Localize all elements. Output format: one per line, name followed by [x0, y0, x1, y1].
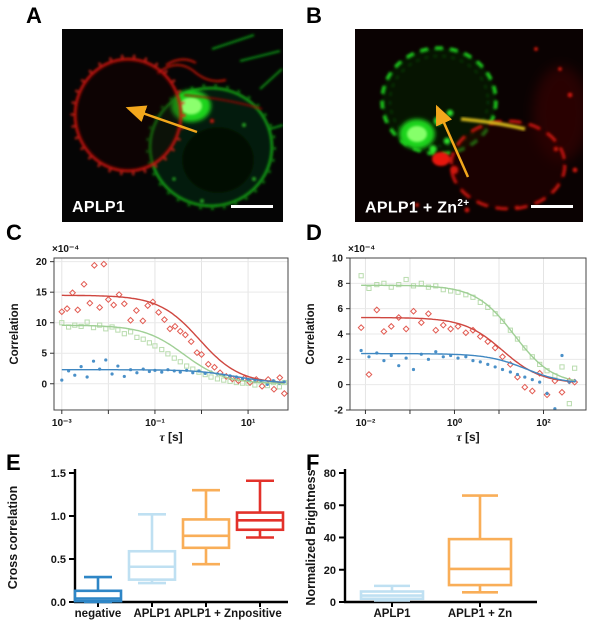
svg-text:20: 20	[324, 565, 336, 577]
green-autocorrelation-fit	[61, 324, 285, 384]
micrograph-aplp1-zn-art	[355, 29, 583, 222]
box-aplp1-+-zn	[447, 494, 513, 594]
panel-label-c: C	[6, 220, 22, 245]
green-autocorrelation-fit	[361, 284, 575, 382]
svg-text:1.5: 1.5	[51, 468, 66, 480]
svg-text:-2: -2	[334, 406, 343, 417]
svg-text:60: 60	[324, 500, 336, 512]
red-autocorrelation-fit	[61, 294, 285, 384]
svg-text:8: 8	[337, 279, 343, 290]
box-positive	[235, 479, 285, 539]
micrograph-aplp1-art	[62, 29, 283, 222]
svg-text:positive: positive	[238, 608, 281, 620]
svg-text:20: 20	[36, 257, 48, 268]
axes: 10⁻² 10⁰ 10² -2 0 2 4 6 8 10 ×10⁻⁴ τ [s] Correlation	[305, 244, 587, 444]
series-fits	[361, 284, 575, 383]
svg-text:10: 10	[36, 318, 48, 329]
micrograph-a-caption: APLP1	[72, 199, 126, 216]
svg-text:APLP1: APLP1	[133, 608, 171, 620]
scale-bar	[531, 205, 573, 208]
micrograph-b-caption: APLP1 + Zn2+	[365, 197, 470, 216]
arrow-icon	[435, 104, 470, 178]
box-plot-cross-correlation: 0.0 0.5 1.0 1.5 negative APLP1 APLP1 + Zn posit…	[6, 468, 288, 620]
micrograph-aplp1: APLP1	[62, 29, 283, 222]
box-negative	[73, 575, 123, 604]
grid	[54, 258, 288, 410]
axes: 0.0 0.5 1.0 1.5 negative APLP1 APLP1 + Zn posit…	[6, 468, 288, 620]
micrograph-aplp1-zn: APLP1 + Zn2+	[355, 29, 583, 222]
arrow-icon	[125, 105, 198, 134]
scale-bar	[231, 205, 273, 208]
panel-label-f: F	[306, 450, 320, 475]
series-fits	[61, 294, 285, 384]
red-autocorrelation	[58, 260, 288, 398]
yellow-junction	[460, 117, 526, 131]
svg-text:τ [s]: τ [s]	[159, 430, 182, 444]
svg-text:0.0: 0.0	[51, 597, 66, 609]
svg-text:10: 10	[332, 254, 344, 265]
boxes	[73, 479, 285, 604]
blue-cross-correlation-fit	[361, 352, 575, 383]
blue-cross-correlation	[359, 348, 577, 411]
svg-text:10⁻²: 10⁻²	[356, 418, 376, 429]
blue-cross-correlation-fit	[61, 369, 285, 383]
red-autocorrelation-fit	[361, 316, 575, 383]
svg-text:10²: 10²	[536, 418, 551, 429]
axes: 10⁻³ 10⁻¹ 10¹ 0 5 10 15 20 ×10⁻⁴ τ [s] Correlation	[9, 244, 289, 444]
svg-text:5: 5	[41, 349, 47, 360]
svg-text:negative: negative	[75, 608, 122, 620]
fcs-plot-d: 10⁻² 10⁰ 10² -2 0 2 4 6 8 10 ×10⁻⁴ τ [s] Correlation	[305, 244, 587, 444]
panel-label-a: A	[26, 3, 42, 28]
panel-label-e: E	[6, 450, 21, 475]
svg-text:Normalized Brightness: Normalized Brightness	[304, 469, 318, 605]
svg-text:10⁻³: 10⁻³	[52, 418, 72, 429]
axes: 0 20 40 60 80 APLP1 APLP1 + Zn Normalized Brigh…	[304, 468, 537, 620]
red-cell	[415, 47, 578, 213]
svg-text:0: 0	[337, 380, 343, 391]
svg-text:0: 0	[330, 597, 336, 609]
box-plot-normalized-brightness: 0 20 40 60 80 APLP1 APLP1 + Zn Normalized Brigh…	[304, 468, 537, 620]
svg-text:APLP1 + Zn: APLP1 + Zn	[174, 608, 238, 620]
box-aplp1	[127, 512, 177, 585]
box-aplp1-+-zn	[181, 488, 231, 566]
svg-text:0.5: 0.5	[51, 554, 66, 566]
svg-text:APLP1: APLP1	[373, 608, 411, 620]
svg-text:Correlation: Correlation	[9, 303, 21, 364]
series-scatter	[58, 260, 288, 398]
box-aplp1	[359, 584, 425, 602]
svg-text:15: 15	[36, 288, 48, 299]
svg-text:4: 4	[337, 330, 343, 341]
svg-text:6: 6	[337, 304, 343, 315]
svg-text:40: 40	[324, 533, 336, 545]
svg-text:Correlation: Correlation	[305, 303, 317, 364]
fcs-plot-c: 10⁻³ 10⁻¹ 10¹ 0 5 10 15 20 ×10⁻⁴ τ [s] Correlation	[9, 244, 289, 444]
svg-text:×10⁻⁴: ×10⁻⁴	[348, 244, 375, 255]
svg-text:0: 0	[41, 379, 47, 390]
svg-text:1.0: 1.0	[51, 511, 66, 523]
svg-text:×10⁻⁴: ×10⁻⁴	[52, 244, 79, 255]
svg-text:APLP1 + Zn: APLP1 + Zn	[448, 608, 512, 620]
svg-text:80: 80	[324, 468, 336, 480]
svg-text:Cross correlation: Cross correlation	[6, 486, 20, 590]
nucleolus-blob	[399, 119, 435, 149]
svg-text:10⁰: 10⁰	[447, 418, 462, 429]
svg-text:τ [s]: τ [s]	[456, 430, 479, 444]
panel-label-d: D	[306, 220, 322, 245]
red-autocorrelation	[357, 306, 579, 399]
boxes	[359, 494, 513, 602]
svg-text:10¹: 10¹	[241, 418, 256, 429]
panel-label-b: B	[306, 3, 322, 28]
svg-text:2: 2	[337, 355, 343, 366]
svg-text:10⁻¹: 10⁻¹	[145, 418, 165, 429]
